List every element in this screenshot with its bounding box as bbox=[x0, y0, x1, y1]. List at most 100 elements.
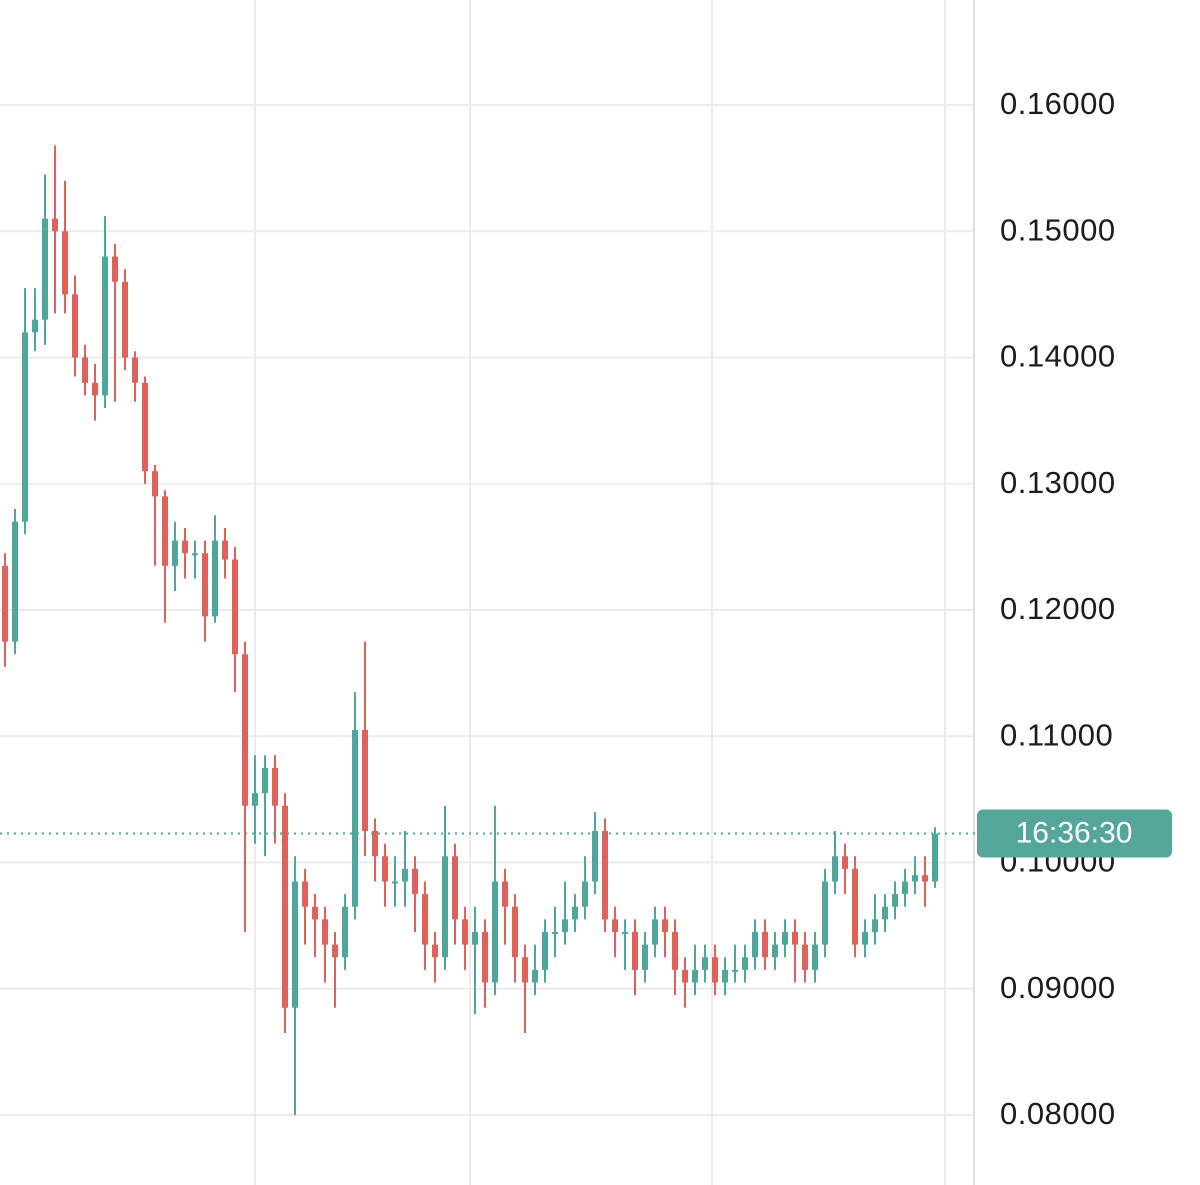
candle-body bbox=[512, 906, 518, 958]
candle-body bbox=[22, 332, 28, 522]
candle-body bbox=[492, 881, 498, 983]
candle-body bbox=[762, 931, 768, 958]
candle-body bbox=[672, 931, 678, 970]
candle-body bbox=[812, 944, 818, 970]
candle-body bbox=[872, 919, 878, 932]
candle-body bbox=[892, 894, 898, 907]
y-tick-label: 0.15000 bbox=[1000, 212, 1116, 247]
candle-body bbox=[152, 471, 158, 497]
candle-body bbox=[232, 559, 238, 655]
candle-body bbox=[432, 944, 438, 958]
candle-body bbox=[112, 256, 118, 282]
candle-body bbox=[592, 830, 598, 882]
countdown-label: 16:36:30 bbox=[1016, 816, 1133, 849]
y-tick-label: 0.09000 bbox=[1000, 970, 1116, 1005]
grid bbox=[0, 104, 973, 1117]
candle-body bbox=[222, 540, 228, 560]
candle-body bbox=[422, 894, 428, 945]
candle-body bbox=[662, 919, 668, 932]
candle-body bbox=[102, 256, 108, 396]
candle-body bbox=[342, 906, 348, 958]
countdown-box bbox=[977, 809, 1172, 858]
candle-body bbox=[462, 919, 468, 945]
candle-body bbox=[392, 881, 398, 884]
candle-body bbox=[612, 919, 618, 932]
candle-body bbox=[72, 294, 78, 358]
candle-body bbox=[542, 931, 548, 970]
candle-body bbox=[62, 231, 68, 295]
candle-body bbox=[642, 944, 648, 970]
candle-body bbox=[382, 856, 388, 882]
candle-body bbox=[502, 881, 508, 907]
candle-body bbox=[32, 319, 38, 333]
candle-body bbox=[822, 881, 828, 945]
candle-body bbox=[862, 931, 868, 945]
candle-body bbox=[252, 793, 258, 806]
y-tick-label: 0.11000 bbox=[1000, 717, 1113, 752]
overlay: 0.080000.090000.100000.110000.120000.130… bbox=[0, 86, 1172, 1131]
candle-body bbox=[472, 931, 478, 945]
candle-body bbox=[742, 957, 748, 970]
y-tick-label: 0.16000 bbox=[1000, 86, 1116, 121]
candle-body bbox=[712, 957, 718, 983]
candle-body bbox=[782, 931, 788, 945]
candle-body bbox=[142, 382, 148, 472]
candle-body bbox=[482, 931, 488, 983]
candle-body bbox=[522, 957, 528, 983]
candle-body bbox=[912, 875, 918, 882]
candle-body bbox=[442, 856, 448, 958]
candle-body bbox=[752, 931, 758, 958]
candle-body bbox=[412, 868, 418, 895]
candle-body bbox=[552, 931, 558, 934]
y-tick-label: 0.13000 bbox=[1000, 465, 1116, 500]
candle-body bbox=[92, 382, 98, 396]
y-tick-label: 0.12000 bbox=[1000, 591, 1116, 626]
candle-body bbox=[602, 830, 608, 920]
candle-body bbox=[12, 521, 18, 642]
candle-body bbox=[792, 931, 798, 945]
candle-body bbox=[882, 906, 888, 920]
candle-body bbox=[832, 856, 838, 882]
candle-body bbox=[52, 218, 58, 232]
candle-body bbox=[352, 729, 358, 907]
candle-body bbox=[682, 969, 688, 983]
candle-body bbox=[2, 565, 8, 642]
candle-body bbox=[202, 553, 208, 617]
candle-body bbox=[732, 969, 738, 972]
candle-body bbox=[692, 969, 698, 983]
candle-body bbox=[172, 540, 178, 566]
y-tick-label: 0.14000 bbox=[1000, 339, 1116, 374]
candle-body bbox=[82, 357, 88, 383]
candle-body bbox=[902, 881, 908, 895]
candle-body bbox=[932, 833, 938, 882]
candle-body bbox=[292, 881, 298, 1008]
candle-body bbox=[802, 944, 808, 970]
candle-body bbox=[42, 218, 48, 320]
candle-body bbox=[532, 969, 538, 983]
candle-body bbox=[652, 919, 658, 945]
candle-body bbox=[272, 767, 278, 806]
candle-body bbox=[722, 969, 728, 983]
candle-body bbox=[632, 931, 638, 970]
candle-body bbox=[122, 281, 128, 358]
candle-body bbox=[192, 553, 198, 556]
candle-body bbox=[562, 919, 568, 932]
candle-body bbox=[262, 767, 268, 794]
candle-body bbox=[132, 357, 138, 383]
candle-body bbox=[702, 957, 708, 970]
candle-body bbox=[182, 540, 188, 554]
candle-body bbox=[282, 805, 288, 1008]
candle-body bbox=[402, 868, 408, 882]
candle-body bbox=[312, 906, 318, 920]
candle-body bbox=[162, 496, 168, 566]
candle-body bbox=[622, 931, 628, 934]
candle-body bbox=[322, 919, 328, 945]
y-tick-label: 0.08000 bbox=[1000, 1096, 1116, 1131]
candle-body bbox=[302, 881, 308, 907]
candle-body bbox=[852, 868, 858, 945]
candle-body bbox=[572, 906, 578, 920]
candle-body bbox=[842, 856, 848, 869]
candle-body bbox=[922, 875, 928, 882]
